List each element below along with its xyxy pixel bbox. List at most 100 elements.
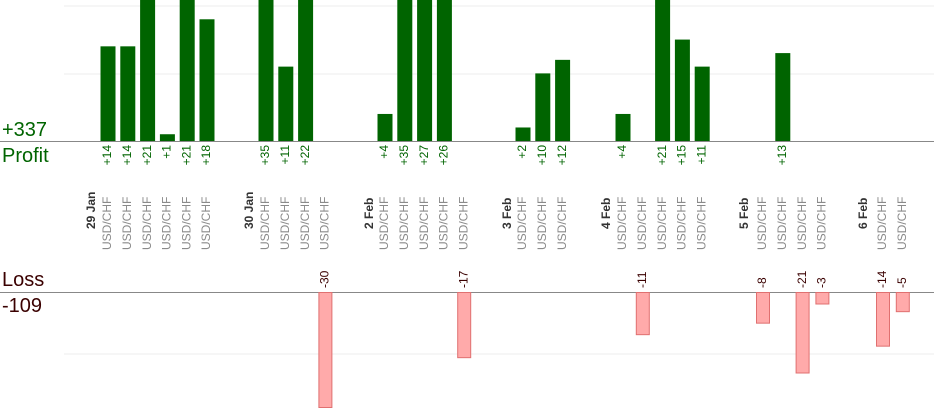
pair-label: USD/CHF	[795, 197, 809, 250]
profit-bar	[655, 0, 671, 141]
loss-bar	[318, 292, 333, 408]
profit-value-label: +35	[397, 145, 411, 166]
pair-label: USD/CHF	[875, 197, 889, 250]
profit-bar	[159, 134, 175, 141]
loss-bar	[795, 292, 810, 374]
profit-value-label: +11	[278, 145, 292, 165]
loss-bar	[815, 292, 830, 305]
profit-value-label: +21	[655, 145, 669, 166]
profit-label: Profit	[2, 145, 49, 167]
profit-bar	[278, 66, 294, 141]
date-label: 30 Jan	[242, 192, 256, 229]
profit-bar	[298, 0, 314, 141]
profit-value-label: +13	[775, 145, 789, 166]
pair-label: USD/CHF	[377, 197, 391, 250]
profit-bar	[775, 53, 791, 141]
loss-bar	[635, 292, 650, 336]
profit-value-label: +26	[437, 145, 451, 166]
pair-label: USD/CHF	[535, 197, 549, 250]
pair-label: USD/CHF	[655, 197, 669, 250]
loss-value-label: -21	[795, 270, 809, 288]
profit-value-label: +4	[615, 145, 629, 159]
profit-bar	[417, 0, 433, 141]
loss-label: Loss	[2, 269, 45, 291]
profit-bar	[140, 0, 156, 141]
loss-bar	[876, 292, 890, 347]
profit-value-label: +11	[694, 145, 708, 165]
pair-label: USD/CHF	[755, 197, 769, 250]
pair-label: USD/CHF	[199, 197, 213, 250]
profit-bar	[179, 0, 195, 141]
pair-label: USD/CHF	[120, 197, 134, 250]
date-label: 4 Feb	[599, 198, 613, 229]
profit-value-label: +14	[100, 145, 114, 166]
loss-total: -109	[2, 295, 43, 317]
profit-value-label: +12	[555, 145, 569, 166]
profit-bar	[100, 46, 116, 142]
pair-label: USD/CHF	[397, 197, 411, 250]
profit-value-label: +35	[258, 145, 272, 166]
profit-bar	[694, 66, 710, 141]
profit-value-label: +21	[140, 145, 154, 166]
pair-label: USD/CHF	[278, 197, 292, 250]
profit-value-label: +14	[120, 145, 134, 166]
pair-label: USD/CHF	[775, 197, 789, 250]
loss-value-label: -8	[755, 277, 769, 288]
profit-bar	[397, 0, 413, 141]
date-label: 3 Feb	[500, 198, 514, 229]
profit-bar	[258, 0, 274, 141]
loss-value-label: -5	[895, 277, 909, 288]
pair-label: USD/CHF	[694, 197, 708, 250]
pair-label: USD/CHF	[515, 197, 529, 250]
pair-label: USD/CHF	[615, 197, 629, 250]
profit-value-label: +10	[535, 145, 549, 166]
pair-label: USD/CHF	[258, 197, 272, 250]
pair-label: USD/CHF	[160, 197, 174, 250]
pair-label: USD/CHF	[815, 197, 829, 250]
pair-label: USD/CHF	[179, 197, 193, 250]
pair-label: USD/CHF	[555, 197, 569, 250]
loss-value-label: -11	[635, 271, 649, 288]
pair-label: USD/CHF	[675, 197, 689, 250]
profit-value-label: +1	[160, 145, 174, 159]
profit-value-label: +22	[298, 145, 312, 166]
pair-label: USD/CHF	[417, 197, 431, 250]
profit-value-label: +15	[675, 145, 689, 166]
loss-value-label: -14	[875, 270, 889, 288]
date-label: 6 Feb	[856, 198, 870, 229]
pair-label: USD/CHF	[140, 197, 154, 250]
profit-bar	[535, 73, 551, 141]
profit-bar	[377, 113, 393, 141]
loss-bar	[457, 292, 472, 359]
profit-bar	[674, 39, 690, 142]
loss-bar	[895, 292, 910, 313]
date-label: 29 Jan	[84, 192, 98, 229]
date-label: 2 Feb	[362, 198, 376, 229]
loss-value-label: -3	[815, 277, 829, 288]
profit-total: +337	[2, 119, 48, 141]
profit-bar	[555, 59, 571, 141]
loss-bar	[756, 292, 770, 324]
profit-value-label: +18	[199, 145, 213, 166]
profit-bar	[436, 0, 452, 141]
pair-label: USD/CHF	[318, 197, 332, 250]
pair-label: USD/CHF	[298, 197, 312, 250]
pair-label: USD/CHF	[100, 197, 114, 250]
profit-bar	[199, 19, 215, 142]
profit-bar	[615, 113, 631, 141]
profit-value-label: +4	[377, 145, 391, 159]
pair-label: USD/CHF	[635, 197, 649, 250]
pair-label: USD/CHF	[437, 197, 451, 250]
pair-label: USD/CHF	[456, 197, 470, 250]
profit-value-label: +27	[417, 145, 431, 166]
loss-value-label: -30	[318, 270, 332, 288]
loss-value-label: -17	[456, 270, 470, 288]
profit-bar	[120, 46, 136, 142]
pair-label: USD/CHF	[895, 197, 909, 250]
profit-value-label: +21	[179, 145, 193, 166]
profit-bar	[515, 127, 531, 141]
profit-value-label: +2	[515, 145, 529, 159]
date-label: 5 Feb	[737, 198, 751, 229]
